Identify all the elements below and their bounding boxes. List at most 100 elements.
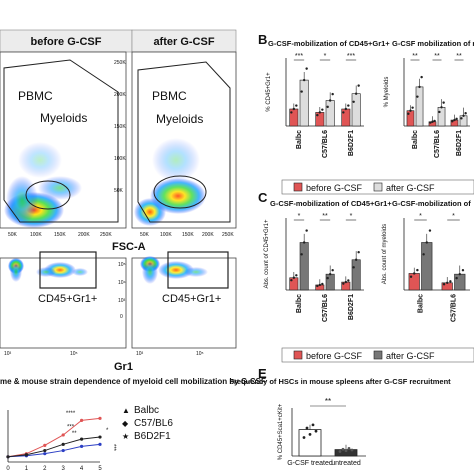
legend-label-Balbc: Balbc: [134, 405, 159, 416]
data-point: [433, 119, 436, 123]
chart-title: G-CSF-mobilization of: [392, 199, 471, 208]
significance-label: *: [452, 213, 455, 220]
data-point: [350, 448, 354, 452]
legend-marker-Balbc: ▲: [122, 406, 130, 415]
data-point: [442, 283, 446, 286]
panel-label-e: E: [258, 366, 267, 381]
significance-label: **: [412, 53, 418, 60]
flow-xticks-top: 50K 100K 150K 200K 250K 50K 100K 150K 20…: [8, 232, 234, 238]
svg-text:100K: 100K: [30, 232, 42, 238]
category-label-untreated: untreated: [331, 460, 361, 467]
data-point: [295, 104, 298, 107]
series-point-C57/BL6: [98, 442, 102, 446]
data-point: [341, 447, 345, 451]
y-axis-label: % CD45+Gr1+: [266, 72, 272, 112]
data-point: [409, 275, 413, 278]
legend-b-after-swatch: [373, 182, 383, 192]
data-point: [438, 110, 441, 114]
significance-label: *: [106, 428, 109, 434]
series-point-Balbc: [61, 433, 65, 437]
category-label-B6D2F1: B6D2F1: [348, 294, 355, 320]
bar-after-B6D2F1: [351, 259, 361, 291]
data-point: [305, 426, 309, 430]
data-point: [354, 92, 358, 95]
data-point: [425, 241, 428, 244]
pbmc-gate: [3, 59, 119, 223]
data-point: [453, 118, 456, 122]
category-label-Balbc: Balbc: [418, 294, 425, 313]
legend-c: before G-CSF after G-CSF: [281, 347, 474, 363]
series-line-Balbc: [7, 417, 101, 458]
data-point: [347, 104, 350, 107]
flow-xlabel-bottom: Gr1: [114, 361, 133, 373]
data-point: [326, 276, 329, 280]
data-point: [344, 449, 348, 453]
flow-plot-gr1-before: CD45+Gr1+: [0, 251, 127, 349]
significance-label: **: [434, 53, 440, 60]
significance-label: ***: [295, 53, 303, 60]
legend-b-after-label: after G-CSF: [386, 183, 435, 193]
data-point: [440, 106, 443, 109]
legend-c-before-swatch: [293, 350, 303, 360]
data-point: [302, 78, 306, 82]
bar-after-C57/BL6: [325, 273, 335, 291]
significance-label: **: [72, 431, 77, 437]
data-point: [458, 272, 461, 276]
series-point-C57/BL6: [80, 444, 84, 448]
svg-text:150K: 150K: [182, 232, 194, 238]
chart-title: G-CSF-mobilization of CD45+Gr1+: [268, 39, 390, 48]
x-tick-label: 1: [25, 466, 29, 472]
significance-label: ***: [110, 444, 116, 452]
bar-after-B6D2F1: [351, 93, 361, 127]
svg-text:250K: 250K: [114, 60, 126, 66]
series-point-B6D2F1: [24, 453, 28, 457]
data-point: [331, 269, 334, 272]
svg-text:100K: 100K: [160, 232, 172, 238]
svg-text:100K: 100K: [114, 156, 126, 162]
category-label-Balbc: Balbc: [296, 130, 303, 149]
svg-text:0: 0: [120, 314, 123, 320]
data-point: [409, 109, 412, 112]
y-axis-label: Abs. count of myeloids: [382, 224, 388, 284]
data-point: [352, 100, 355, 103]
legend-c-after-swatch: [373, 350, 383, 360]
category-label-C57/BL6: C57/BL6: [322, 130, 329, 158]
series-point-Balbc: [80, 418, 84, 422]
y-axis-label: % Myeloids: [384, 77, 390, 108]
series-line-B6D2F1: [7, 436, 101, 458]
data-point: [464, 112, 467, 115]
category-label-Balbc: Balbc: [412, 130, 419, 149]
x-tick-label: 5: [98, 466, 102, 472]
data-point: [344, 280, 348, 284]
data-point: [328, 99, 332, 102]
data-point: [318, 283, 322, 287]
cd45gr1-gate: [39, 251, 97, 289]
data-point: [316, 284, 319, 288]
chart-b-percent-cd45gr1: G-CSF-mobilization of CD45+Gr1+ % CD45+Gr…: [266, 39, 390, 158]
flow-header-after: after G-CSF: [153, 36, 214, 48]
significance-label: **: [322, 213, 328, 220]
data-point: [347, 279, 350, 282]
data-point: [455, 276, 458, 280]
category-label-B6D2F1: B6D2F1: [348, 130, 355, 156]
data-point: [420, 75, 423, 79]
data-point: [338, 450, 342, 453]
legend-label-C57/BL6: C57/BL6: [134, 418, 173, 429]
x-tick-label: 2: [43, 466, 47, 472]
data-point: [451, 120, 454, 123]
data-point: [407, 112, 410, 115]
data-point: [418, 85, 421, 89]
data-point: [308, 432, 312, 436]
svg-text:50K: 50K: [114, 188, 124, 194]
series-point-B6D2F1: [6, 455, 10, 459]
data-point: [321, 282, 324, 286]
svg-text:200K: 200K: [202, 232, 214, 238]
data-point: [429, 121, 432, 124]
data-point: [460, 117, 463, 120]
x-tick-label: 3: [62, 466, 66, 472]
data-point: [305, 229, 308, 232]
data-point: [311, 423, 315, 427]
svg-text:10³: 10³: [136, 351, 144, 357]
svg-text:50K: 50K: [8, 232, 18, 238]
